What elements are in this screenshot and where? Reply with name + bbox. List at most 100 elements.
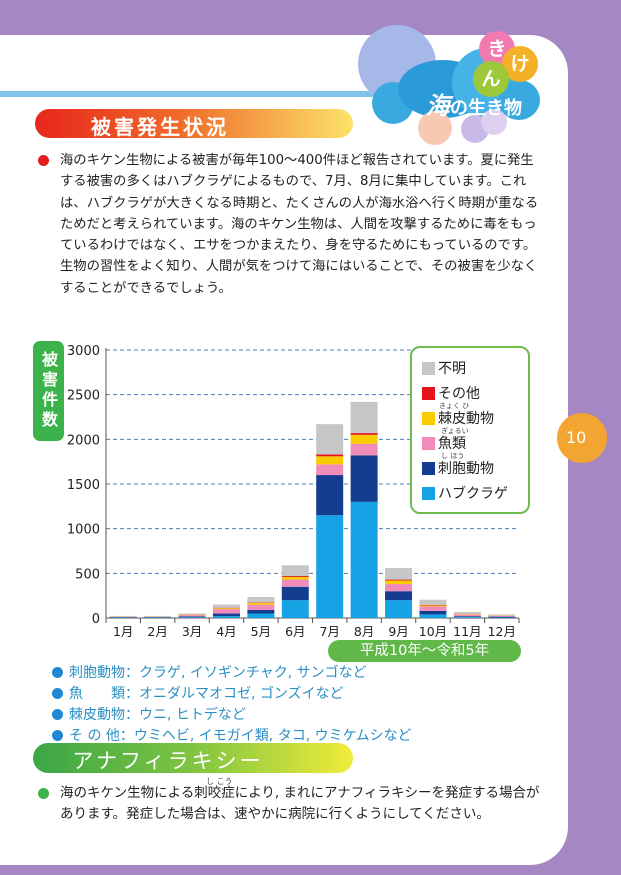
definition-term: 刺胞動物 (69, 665, 125, 681)
legend-label: 不明 (438, 361, 466, 377)
bar-segment (453, 612, 481, 614)
logo-title: 海の生き物 (426, 92, 522, 120)
bar-segment (419, 614, 447, 618)
bar-segment (350, 433, 378, 435)
bullet-dot (52, 709, 63, 720)
bar-segment (316, 475, 344, 516)
bar-segment (350, 401, 378, 434)
definition-desc: ウミヘビ, イモガイ類, タコ, ウミケムシなど (133, 728, 412, 744)
y-tick-label: 500 (75, 567, 100, 582)
bar-segment (453, 616, 481, 618)
x-tick-label: 12月 (488, 624, 516, 639)
legend-ruby: し ほう (441, 452, 465, 460)
section-heading-damage: 被害発生状況 (35, 109, 353, 139)
legend-ruby: きょく ひ (439, 402, 470, 410)
y-tick-label: 2000 (67, 433, 100, 448)
damage-paragraph: 海のキケン生物による被害が毎年100～400件ほど報告されています。夏に発生する… (60, 153, 539, 296)
decor-circle (481, 109, 507, 135)
bullet-dot (38, 788, 49, 799)
legend-swatch (422, 462, 435, 475)
legend-swatch (422, 487, 435, 500)
bullet-dot (52, 688, 63, 699)
bar-segment (316, 454, 344, 457)
x-tick-label: 4月 (216, 624, 236, 639)
bar-segment (247, 602, 275, 605)
page-number: 10 (557, 413, 607, 463)
bar-segment (247, 609, 275, 614)
legend-swatch (422, 387, 435, 400)
bar-segment (281, 565, 309, 577)
definition-term: 魚 類 (69, 686, 125, 702)
y-tick-label: 0 (92, 612, 100, 627)
bar-segment (350, 443, 378, 456)
x-tick-label: 1月 (113, 624, 133, 639)
x-tick-label: 6月 (285, 624, 305, 639)
legend-label: 棘皮動物 (438, 411, 494, 427)
definition-desc: クラゲ, イソギンチャク, サンゴなど (139, 665, 367, 681)
bar-segment (178, 616, 206, 618)
bar-segment (316, 515, 344, 618)
bar-segment (385, 580, 413, 585)
bar-segment (281, 586, 309, 601)
bar-segment (178, 617, 206, 618)
definition-item: 魚 類：オニダルマオコゼ, ゴンズイなど (52, 683, 344, 703)
bar-segment (178, 613, 206, 615)
anaphylaxis-paragraph: 海のキケン生物による刺咬症により, まれにアナフィラキシーを発症する場合がありま… (60, 785, 540, 822)
bar-segment (316, 464, 344, 476)
bar-segment (488, 615, 516, 617)
bar-segment (419, 610, 447, 615)
bar-segment (212, 604, 240, 608)
x-tick-label: 11月 (453, 624, 481, 639)
bar-segment (212, 608, 240, 610)
x-tick-label: 10月 (419, 624, 447, 639)
x-tick-label: 3月 (182, 624, 202, 639)
definition-item: 刺胞動物：クラゲ, イソギンチャク, サンゴなど (52, 662, 367, 682)
bullet-dot (38, 155, 49, 166)
definition-desc: オニダルマオコゼ, ゴンズイなど (139, 686, 344, 702)
bar-segment (385, 591, 413, 601)
legend-swatch (422, 437, 435, 450)
bar-segment (281, 600, 309, 618)
decor-circle (418, 111, 452, 145)
bar-segment (178, 615, 206, 617)
bar-segment (247, 597, 275, 603)
y-tick-label: 3000 (67, 344, 100, 359)
y-tick-label: 2500 (67, 389, 100, 404)
bar-segment (453, 617, 481, 618)
bar-segment (385, 567, 413, 580)
bar-segment (281, 576, 309, 577)
y-tick-label: 1000 (67, 523, 100, 538)
bar-segment (212, 613, 240, 617)
bullet-dot (52, 730, 63, 741)
y-tick-label: 1500 (67, 478, 100, 493)
header-rule (0, 91, 396, 97)
definition-item: そ の 他：ウミヘビ, イモガイ類, タコ, ウミケムシなど (52, 725, 412, 745)
chart-legend: 不明 その他 きょく ひ 棘皮動物 ぎょるい 魚類 し ほう 刺胞動物 ハブクラ… (410, 346, 530, 514)
bar-segment (212, 609, 240, 614)
paragraph-ruby: し こう (206, 777, 233, 786)
x-tick-label: 9月 (388, 624, 408, 639)
definition-desc: ウニ, ヒトデなど (139, 707, 246, 723)
bar-segment (281, 576, 309, 580)
period-label: 平成10年～令和5年 (328, 640, 521, 662)
bar-segment (350, 455, 378, 502)
legend-label: 刺胞動物 (438, 461, 494, 477)
bar-segment (316, 424, 344, 455)
definition-term: そ の 他 (69, 728, 120, 744)
bar-segment (350, 434, 378, 444)
definition-item: 棘皮動物：ウニ, ヒトデなど (52, 704, 246, 724)
logo-kana: ん (473, 61, 509, 97)
bar-segment (419, 605, 447, 607)
bar-segment (350, 501, 378, 618)
bar-segment (212, 616, 240, 618)
section-heading-anaphylaxis: アナフィラキシー (33, 743, 353, 773)
definition-sep: ： (125, 707, 139, 723)
definition-sep: ： (125, 665, 139, 681)
bar-segment (385, 579, 413, 581)
bar-segment (247, 604, 275, 610)
bar-segment (247, 613, 275, 618)
x-tick-label: 7月 (319, 624, 339, 639)
x-tick-label: 5月 (251, 624, 271, 639)
bar-segment (419, 606, 447, 611)
definition-sep: ： (119, 728, 134, 744)
